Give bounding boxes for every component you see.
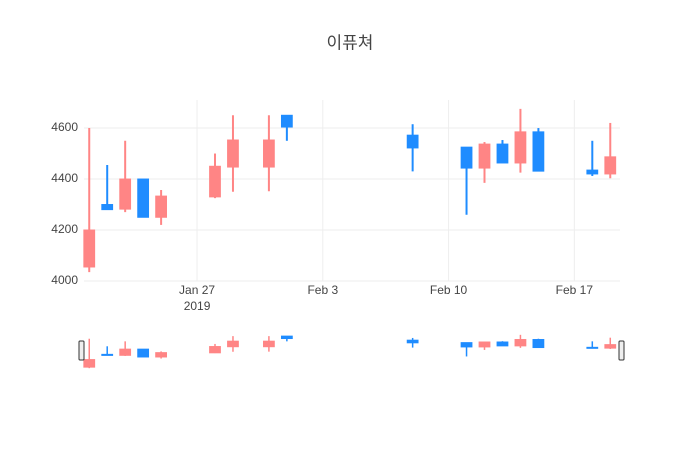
chart-title: 이퓨쳐 <box>327 33 374 52</box>
slider-candle-body <box>209 346 221 354</box>
slider-candle-body <box>101 353 114 356</box>
rangeslider-handle <box>78 340 85 361</box>
x-tick-label: Feb 10 <box>430 283 468 297</box>
slider-candle-body <box>532 339 545 349</box>
candle-body <box>604 156 617 175</box>
rangeslider <box>84 333 620 370</box>
candle-body <box>280 114 293 128</box>
slider-candle-body <box>227 340 239 348</box>
slider-candle-body <box>478 341 491 348</box>
slider-candle-body <box>496 341 509 347</box>
candle-body <box>478 143 491 169</box>
slider-candle-body <box>280 335 293 340</box>
candle-body <box>155 195 167 218</box>
candle-body <box>83 229 96 268</box>
candle-body <box>263 139 275 168</box>
slider-candle-body <box>514 339 527 347</box>
candle-body <box>209 165 221 198</box>
candle-body <box>514 131 527 164</box>
x-tick-year: 2019 <box>184 299 211 313</box>
slider-candle-body <box>263 340 275 348</box>
x-tick-label: Jan 27 <box>179 283 215 297</box>
rangeslider-handle <box>618 340 625 361</box>
slider-candle-body <box>586 346 599 349</box>
candle-body <box>119 178 132 210</box>
slider-candle-body <box>406 339 419 344</box>
x-tick-label: Feb 17 <box>556 283 594 297</box>
y-tick-label: 4200 <box>51 222 78 236</box>
slider-candle-body <box>155 352 167 358</box>
candle-body <box>586 169 599 175</box>
x-tick-label: Feb 3 <box>307 283 338 297</box>
y-tick-label: 4400 <box>51 171 78 185</box>
candle-body <box>101 204 114 211</box>
candle-body <box>460 146 473 169</box>
candle-body <box>137 178 150 218</box>
candle-body <box>227 139 239 168</box>
candle-body <box>406 134 419 149</box>
slider-candle-body <box>604 344 617 349</box>
y-tick-label: 4600 <box>51 120 78 134</box>
y-tick-label: 4000 <box>51 273 78 287</box>
slider-candle-body <box>460 342 473 348</box>
candle-body <box>532 131 545 172</box>
candle-body <box>496 143 509 164</box>
slider-candle-body <box>83 359 96 368</box>
slider-candle-body <box>137 348 150 358</box>
slider-candle-body <box>119 348 132 356</box>
